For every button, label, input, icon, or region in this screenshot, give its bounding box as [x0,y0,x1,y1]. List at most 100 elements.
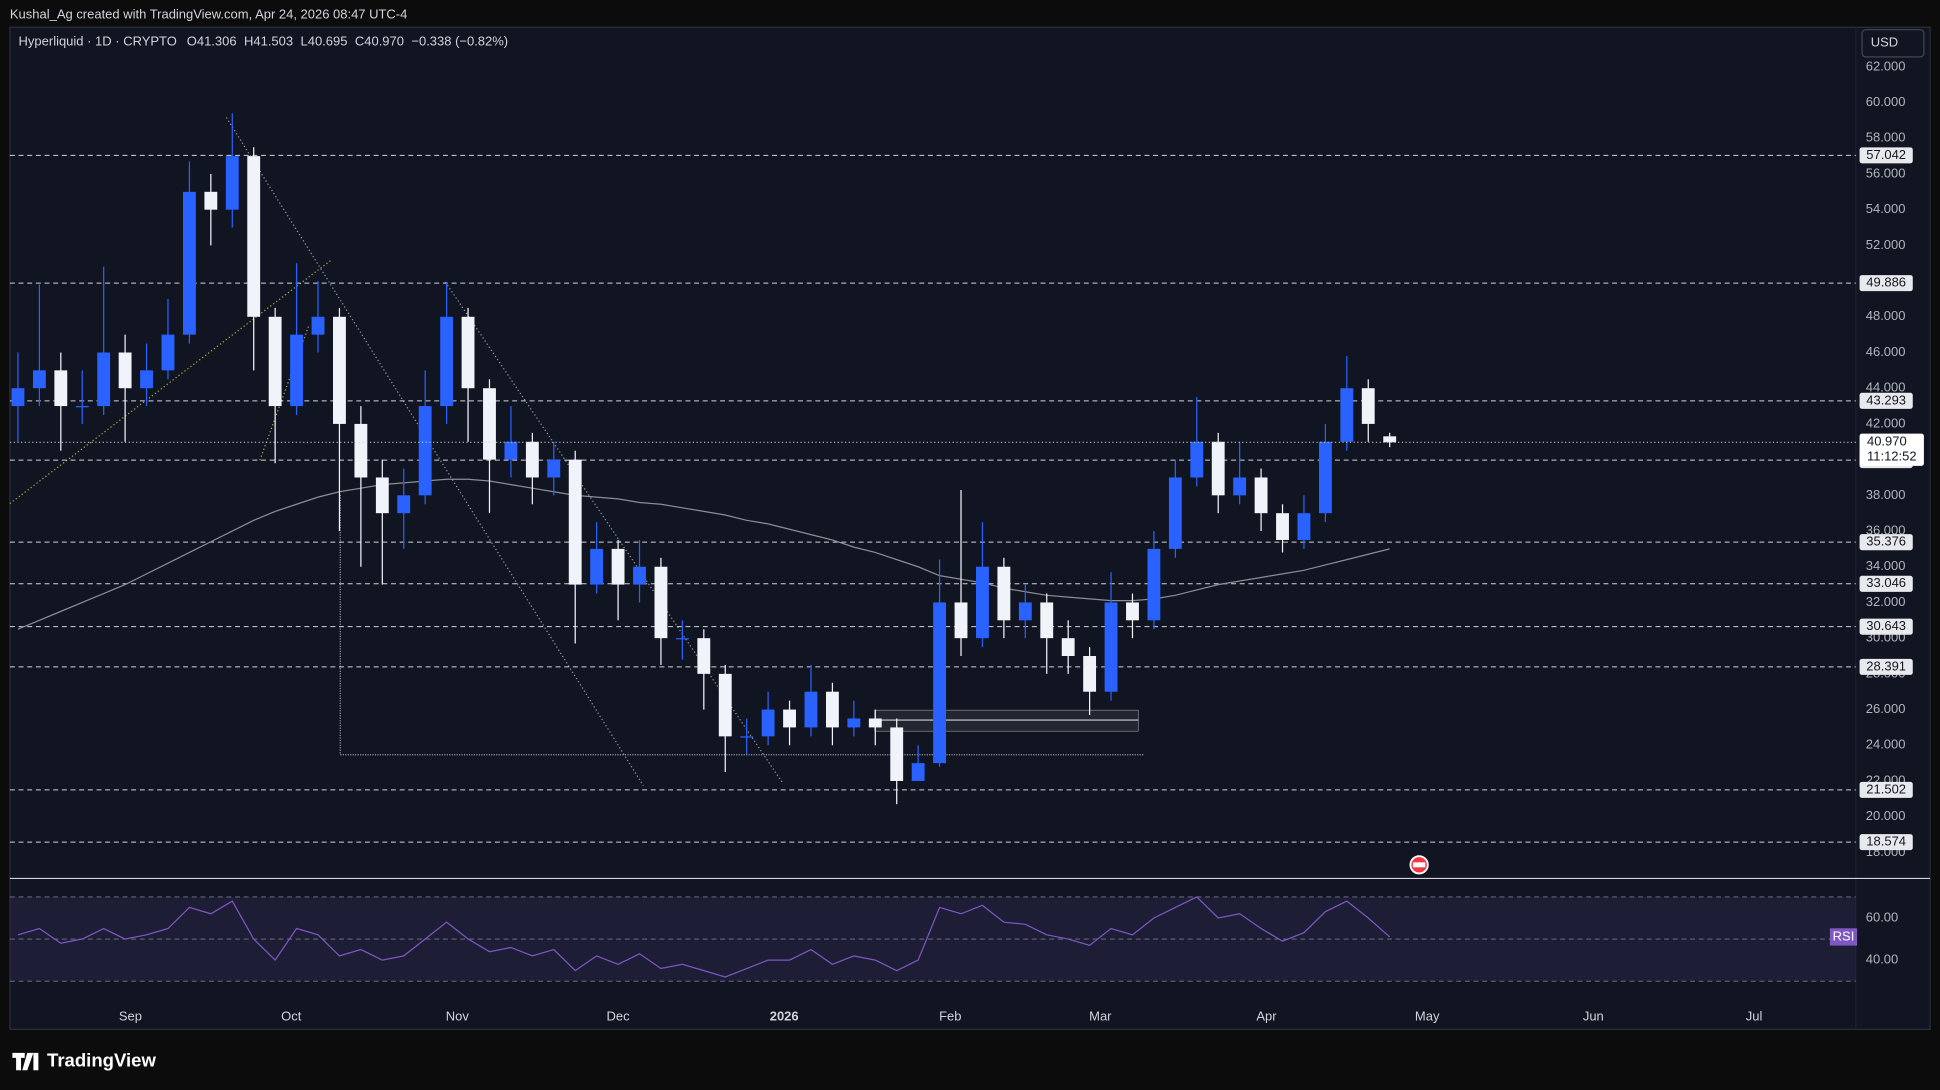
rsi-tick-label: 40.00 [1866,952,1898,967]
level-tag [1859,534,1913,551]
currency[interactable]: USD [1871,35,1898,50]
level-tag [1859,147,1913,164]
candle-body [718,673,732,737]
candle-body [440,316,454,407]
y-tick-label: 48.000 [1866,308,1906,323]
plot: Hyperliquid · 1D · CRYPTO O41.306 H41.503 L… [9,34,1924,1023]
level-label: 35.376 [1866,534,1906,549]
candle-body [483,388,496,460]
level-tag [1859,781,1913,798]
candle-body [140,370,153,389]
x-tick-label: Mar [1089,1008,1112,1023]
ohlc-value: O41.306 [187,34,237,49]
candle-body [954,602,968,639]
y-tick-label: 42.000 [1866,415,1906,430]
y-tick-label: 46.000 [1866,344,1906,359]
zone [874,709,1139,732]
y-tick-label: 56.000 [1866,165,1906,180]
level-tag [1859,658,1913,675]
x-tick-label: Dec [607,1008,631,1023]
candle-body [547,459,561,478]
x-tick-label: Sep [119,1008,142,1023]
trendline [9,259,332,505]
candle-body [290,334,304,407]
footer: TradingView [12,1049,157,1071]
rsi-tag [1829,928,1858,946]
y-tick-label: 44.000 [1866,380,1906,395]
y-tick-label: 26.000 [1866,701,1906,716]
countdown: 11:12:52 [1867,449,1917,464]
x-tick-label: Apr [1256,1008,1277,1023]
event-flag[interactable] [1409,855,1429,875]
currency-box[interactable] [1861,29,1925,58]
y-tick-label: 34.000 [1866,558,1906,573]
candle-body [204,191,218,210]
level-label: 28.391 [1866,658,1906,673]
candle-body [247,156,261,317]
candle-body [1083,656,1097,692]
candle-body [1276,513,1289,540]
x-tick-label: May [1415,1008,1440,1023]
level-tag [1859,575,1913,592]
last-price-tag [1859,433,1924,466]
candle-body [1104,602,1118,692]
x-tick-label: Jul [1746,1008,1763,1023]
candle-body [461,316,475,389]
candle-body [11,388,25,407]
candle-body [118,352,132,389]
x-tick-label: Nov [446,1008,470,1023]
brand: TradingView [47,1049,156,1070]
candle-body [933,602,947,764]
candle-body [97,352,111,407]
y-tick-label: 52.000 [1866,237,1906,252]
last-price-label: 40.970 [1867,434,1907,449]
candle-body [847,718,861,728]
candle-body [397,495,411,514]
candle-body [890,727,904,781]
logo-mark [12,1052,39,1071]
candle-body [976,566,989,639]
candle-body [868,718,882,728]
symbol-title: Hyperliquid · 1D · CRYPTO [19,34,177,49]
candle-body [1018,602,1032,621]
y-tick-label: 36.000 [1866,522,1906,537]
candle-body [1211,441,1225,496]
candle-body [375,477,389,514]
y-tick-label: 62.000 [1866,58,1906,73]
candle-body [1061,638,1075,657]
moving-average [17,478,1390,630]
y-tick-label: 60.000 [1866,94,1906,109]
level-tag [1859,275,1913,292]
candle-body [525,441,539,478]
candle-body [997,566,1011,621]
flag-stripe [1412,862,1426,868]
range-box [339,494,1145,756]
candle-body [1190,441,1204,478]
candle-body [32,370,46,389]
candle-body [804,691,818,728]
trendline [225,117,644,786]
candle-body [182,191,196,335]
candle-body [633,566,646,585]
candle-body [590,548,604,585]
level-tag [1859,618,1913,635]
candle-body [761,709,775,737]
candle-body [1254,477,1268,514]
rsi-tick-label: 60.00 [1866,909,1898,924]
y-tick-label: 24.000 [1866,737,1906,752]
y-tick-label: 58.000 [1866,130,1906,145]
candle-body [504,441,518,460]
level-label: 33.046 [1866,575,1906,590]
candle-body [354,423,368,478]
candle-body [825,691,839,728]
level-tag [1859,834,1913,851]
rsi-name: RSI [1833,928,1855,943]
y-tick-label: 20.000 [1866,808,1906,823]
level-label: 57.042 [1866,147,1906,162]
header-text: Kushal_Ag created with TradingView.com, … [10,6,407,21]
y-tick-label: 38.000 [1866,487,1906,502]
candle-body [418,406,432,496]
chart-pane [9,26,1931,1030]
